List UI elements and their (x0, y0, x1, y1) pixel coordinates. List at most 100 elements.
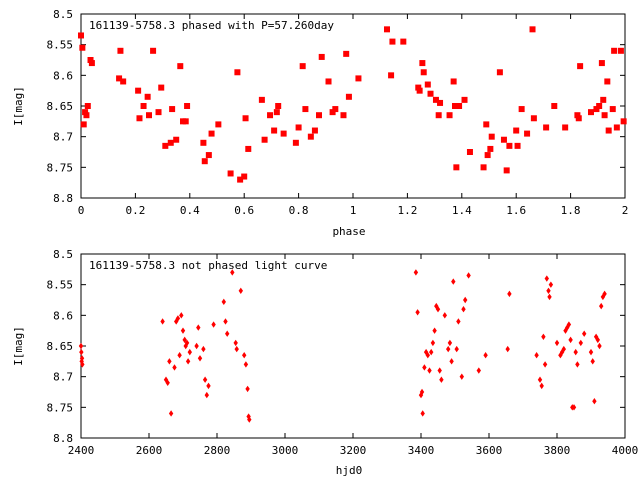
data-point (513, 127, 520, 134)
data-point (600, 96, 607, 103)
x-tick-label: 3800 (544, 444, 571, 457)
data-point (177, 352, 182, 359)
x-axis-label: phase (332, 225, 365, 238)
data-point (340, 112, 347, 119)
data-point (221, 298, 226, 306)
x-tick-label: 0 (78, 204, 85, 217)
data-point (273, 109, 280, 116)
data-point (602, 290, 607, 298)
data-point (184, 103, 191, 109)
data-point (117, 47, 124, 54)
data-point (605, 127, 612, 134)
phased-light-curve-panel: 161139-5758.3 phased with P=57.260day ph… (12, 8, 628, 238)
data-point (194, 342, 199, 350)
unphased-light-curve-panel: 161139-5758.3 not phased light curve hjd… (12, 248, 638, 477)
data-point (573, 348, 578, 356)
data-point (243, 361, 249, 368)
chart-title: 161139-5758.3 not phased light curve (89, 259, 327, 272)
data-points (78, 26, 627, 183)
chart-title: 161139-5758.3 phased with P=57.260day (89, 19, 334, 32)
data-point (451, 278, 456, 285)
data-point (577, 63, 584, 70)
data-point (116, 75, 123, 82)
data-point (461, 96, 468, 103)
data-point (169, 106, 176, 113)
data-point (500, 136, 507, 143)
data-point (487, 145, 494, 152)
data-point (425, 352, 430, 359)
y-tick-label: 8.65 (47, 100, 74, 113)
data-point (601, 112, 608, 119)
data-point (466, 149, 473, 155)
plot-frame (80, 253, 626, 439)
x-tick-label: 0.8 (289, 204, 309, 217)
data-point (204, 391, 209, 399)
data-point (613, 124, 620, 131)
data-point (437, 99, 444, 106)
y-tick-label: 8.7 (53, 131, 73, 144)
data-point (245, 145, 252, 152)
data-point (484, 152, 491, 159)
data-point (292, 139, 299, 146)
data-point (593, 106, 600, 113)
data-point (592, 398, 597, 405)
data-point (83, 112, 90, 119)
data-point (258, 96, 265, 103)
data-point (595, 336, 600, 344)
data-point (427, 90, 434, 97)
data-point (120, 78, 127, 85)
data-point (185, 358, 191, 365)
data-point (447, 339, 453, 347)
data-point (430, 339, 436, 347)
data-point (78, 342, 84, 350)
data-point (578, 339, 583, 347)
data-point (206, 382, 211, 390)
data-point (432, 327, 437, 334)
data-point (539, 382, 544, 390)
data-point (167, 358, 172, 365)
data-point (223, 318, 228, 325)
x-tick-label: 2 (622, 204, 629, 217)
data-point (140, 103, 147, 109)
data-point (554, 339, 560, 347)
data-point (208, 130, 215, 137)
data-point (582, 330, 587, 337)
data-point (182, 118, 189, 125)
data-point (329, 109, 336, 116)
data-point (175, 315, 181, 322)
data-point (565, 324, 570, 331)
data-point (542, 361, 548, 368)
data-point (400, 38, 407, 45)
data-point (247, 416, 252, 423)
data-point (483, 352, 488, 359)
data-point (435, 112, 442, 119)
data-point (197, 355, 203, 362)
data-point (302, 106, 309, 113)
data-point (413, 269, 419, 276)
data-point (79, 44, 86, 51)
data-point (271, 127, 278, 134)
y-tick-label: 8.65 (47, 340, 74, 353)
data-point (237, 176, 244, 183)
data-point (547, 293, 552, 301)
axis-ticks: 2400 2600 2800 3000 3200 3400 3600 3800 4000 8.5 8… (47, 248, 639, 457)
data-point (463, 296, 468, 304)
y-tick-label: 8.75 (47, 161, 74, 174)
data-point (588, 348, 594, 356)
data-point (158, 84, 165, 91)
axis-ticks: 0 0.2 0.4 0.6 0.8 1 1.2 1.4 1.6 1.8 2 8.5 8.55 8.6 8.6… (47, 8, 629, 217)
plot-frame (80, 13, 626, 199)
data-point (150, 47, 157, 54)
data-points (78, 269, 607, 423)
data-point (506, 142, 513, 149)
data-point (87, 57, 94, 63)
data-point (389, 38, 396, 45)
x-tick-label: 1 (350, 204, 357, 217)
data-point (454, 345, 459, 353)
data-point (233, 339, 238, 347)
data-point (432, 96, 439, 103)
data-point (541, 333, 546, 340)
data-point (488, 133, 495, 140)
data-point (295, 124, 302, 131)
data-point (88, 60, 95, 67)
